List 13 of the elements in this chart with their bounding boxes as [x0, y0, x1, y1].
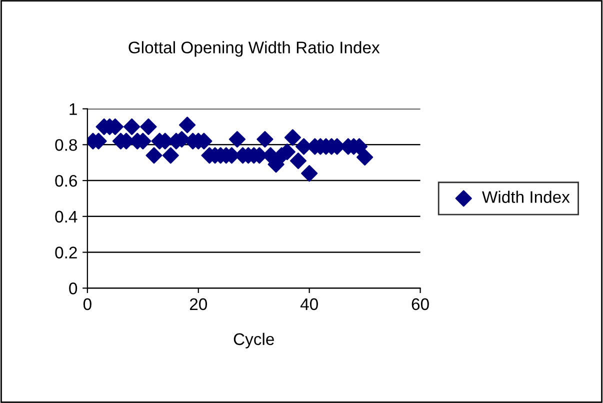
y-tick-label: 0.2 — [55, 246, 77, 258]
y-tick-label: 0 — [69, 282, 78, 294]
y-tick-label: 0.6 — [55, 174, 77, 187]
x-axis-title: Cycle — [234, 332, 274, 348]
x-tick-label: 20 — [190, 298, 208, 310]
y-tick-label: 0.4 — [55, 210, 78, 223]
legend-label: Width Index — [482, 190, 570, 203]
x-tick-label: 60 — [412, 298, 429, 310]
chart-title: Glottal Opening Width Ratio Index — [128, 41, 380, 57]
x-tick-label: 40 — [300, 298, 318, 310]
y-tick-label: 0.8 — [55, 139, 77, 151]
x-tick-label: 0 — [83, 298, 92, 310]
y-tick-label: 1 — [70, 103, 77, 115]
